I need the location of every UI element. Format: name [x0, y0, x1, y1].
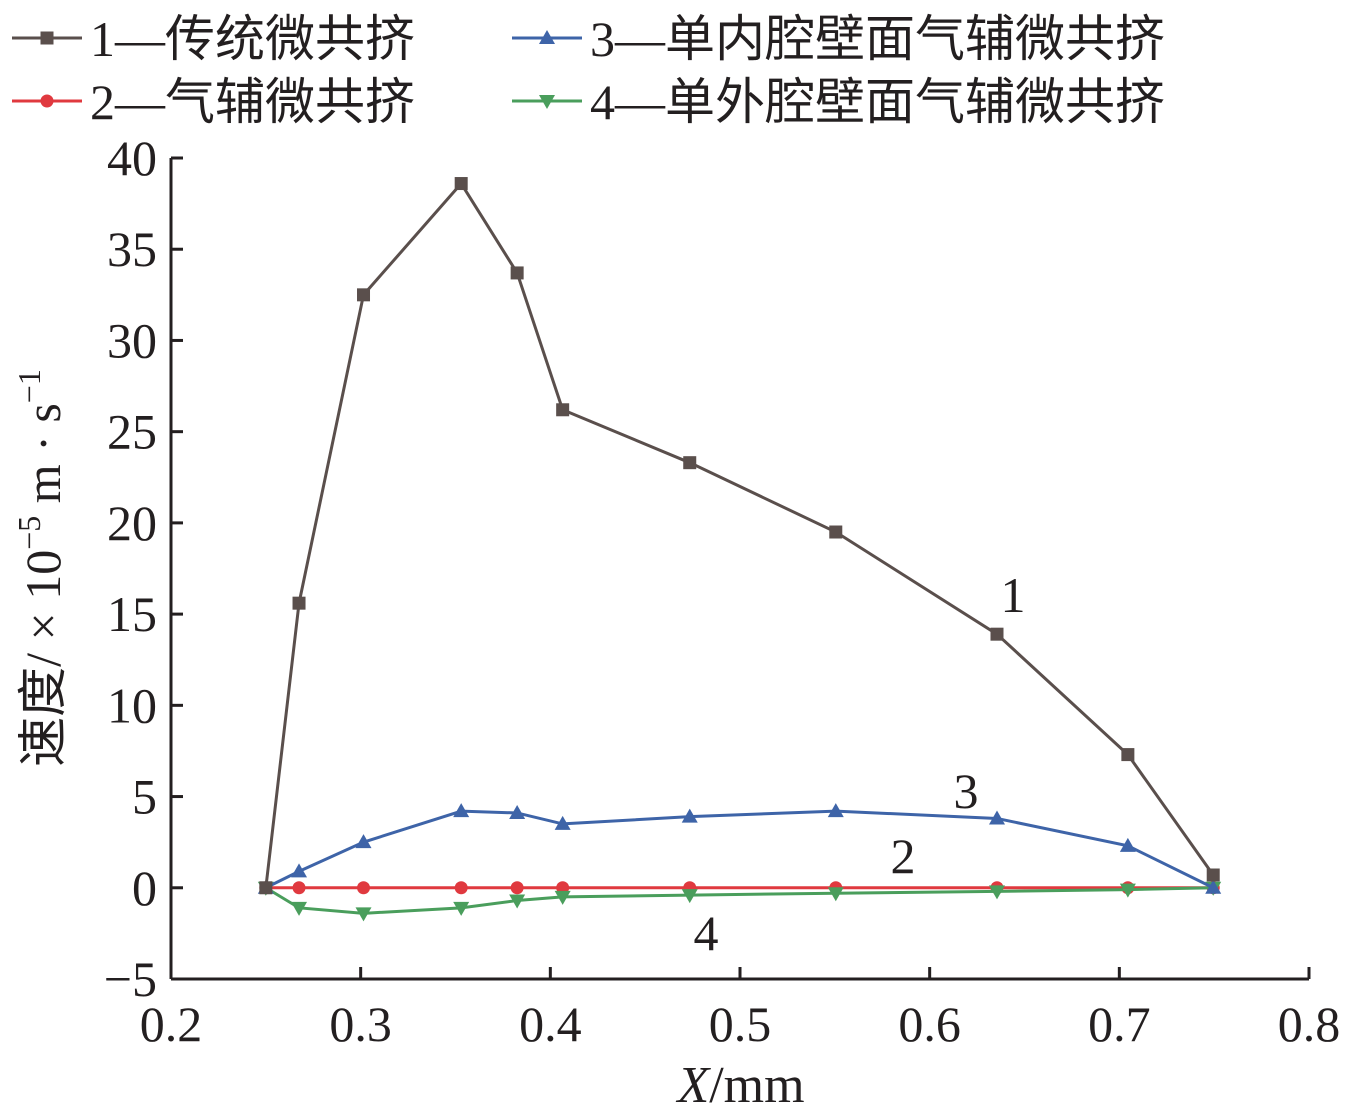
series-3-point	[554, 815, 571, 830]
series-4	[257, 881, 1222, 922]
series-1-point	[454, 177, 468, 191]
y-tick-label: 5	[132, 769, 157, 825]
series-2-point	[510, 881, 524, 895]
legend-swatch-marker	[40, 31, 54, 45]
y-axis-label-exp2: −1	[11, 369, 47, 403]
series-3-line	[265, 809, 1214, 890]
series-3-point	[1119, 837, 1136, 852]
legend-label: 3—单内腔壁面气辅微共挤	[590, 11, 1165, 67]
series-1-point	[683, 456, 697, 470]
x-tick-label: 0.3	[329, 996, 392, 1052]
series-3-point	[291, 863, 308, 878]
series-4-point	[291, 901, 308, 916]
y-tick-label: 40	[107, 130, 157, 186]
legend-item-4: 4—单外腔壁面气辅微共挤	[512, 74, 1165, 130]
legend-item-2: 2—气辅微共挤	[12, 74, 415, 130]
series-3-point	[988, 810, 1005, 825]
series-1-point	[292, 596, 306, 610]
series-4-line	[265, 886, 1214, 915]
series-4-point	[827, 887, 844, 902]
x-tick-label: 0.7	[1088, 996, 1151, 1052]
series-1-point	[990, 627, 1004, 641]
series-1-line	[264, 181, 1215, 888]
y-tick-label: 10	[107, 677, 157, 733]
series-1-point	[556, 403, 570, 417]
curve-label-1: 1	[1001, 567, 1026, 623]
axes	[169, 158, 1309, 981]
y-tick-label: 0	[132, 860, 157, 916]
legend: 1—传统微共挤 3—单内腔壁面气辅微共挤 2—气辅微共挤 4—单外腔壁面气辅微共挤	[12, 11, 1165, 130]
series-1-point	[259, 881, 273, 895]
curve-label-2: 2	[891, 828, 916, 884]
series	[257, 177, 1222, 922]
series-4-point	[355, 907, 372, 922]
x-tick-label: 0.8	[1278, 996, 1341, 1052]
series-4-point	[1119, 883, 1136, 898]
series-1-point	[357, 288, 371, 302]
series-2-point	[454, 881, 468, 895]
series-1-point	[1206, 868, 1220, 882]
legend-swatch-marker	[40, 94, 54, 108]
series-3-point	[681, 808, 698, 823]
legend-label: 1—传统微共挤	[90, 11, 415, 67]
curve-label-3: 3	[954, 763, 979, 819]
series-4-point	[988, 885, 1005, 900]
series-4-point	[554, 890, 571, 905]
series-4-point	[453, 901, 470, 916]
x-tick-label: 0.5	[709, 996, 772, 1052]
x-tick-label: 0.6	[898, 996, 961, 1052]
y-tick-label: 35	[107, 221, 157, 277]
annotations: 1 23 4	[694, 567, 1026, 961]
series-1	[259, 177, 1220, 895]
y-tick-label: −5	[104, 951, 157, 1007]
y-tick-label: 20	[107, 495, 157, 551]
y-axis-label: 速度/ × 10−5 m · s−1	[11, 369, 71, 767]
x-tick-label: 0.2	[140, 996, 203, 1052]
series-3-point	[453, 803, 470, 818]
y-axis-label-exp1: −5	[11, 516, 47, 550]
series-3-point	[355, 834, 372, 849]
curve-label-4: 4	[694, 905, 719, 961]
series-1-point	[510, 266, 524, 280]
legend-item-3: 3—单内腔壁面气辅微共挤	[512, 11, 1165, 67]
y-tick-label: 15	[107, 586, 157, 642]
y-axis-label-unit: m · s	[15, 403, 71, 516]
y-tick-label: 25	[107, 404, 157, 460]
series-1-point	[829, 525, 843, 539]
legend-swatch-marker	[539, 30, 555, 44]
legend-item-1: 1—传统微共挤	[12, 11, 415, 67]
x-axis-label-unit: /mm	[709, 1057, 804, 1107]
series-4-point	[509, 894, 526, 909]
y-axis-label-main: 速度/ × 10	[15, 550, 71, 767]
series-3	[257, 803, 1222, 894]
y-ticks: −5 0 5 10 15 20 25 30 35 40	[104, 130, 183, 1007]
series-2-point	[292, 881, 306, 895]
x-tick-label: 0.4	[519, 996, 582, 1052]
series-2-point	[357, 881, 371, 895]
series-2	[259, 881, 1220, 895]
series-4-point	[681, 889, 698, 904]
series-1-point	[1121, 748, 1135, 762]
series-3-point	[827, 803, 844, 818]
legend-label: 2—气辅微共挤	[90, 74, 415, 130]
legend-label: 4—单外腔壁面气辅微共挤	[590, 74, 1165, 130]
x-axis-label: X/mm	[675, 1057, 804, 1107]
x-axis-label-var: X	[675, 1057, 711, 1107]
legend-swatch-marker	[539, 95, 555, 109]
series-3-point	[509, 804, 526, 819]
y-tick-label: 30	[107, 312, 157, 368]
series-3-point	[1205, 879, 1222, 894]
x-ticks: 0.2 0.3 0.4 0.5 0.6 0.7 0.8	[140, 967, 1341, 1052]
